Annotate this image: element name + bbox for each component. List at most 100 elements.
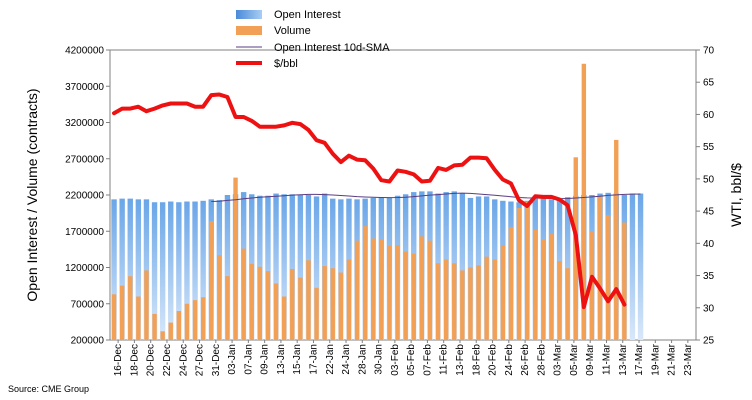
bar-volume — [443, 259, 449, 340]
bar-volume — [338, 272, 344, 340]
bar-volume — [241, 248, 246, 340]
x-tick-label: 11-Feb — [439, 344, 450, 375]
left-tick-label: 3200000 — [65, 118, 104, 129]
x-axis: 16-Dec 18-Dec 20-Dec 22-Dec 24-Dec 27-Dec 31-D… — [113, 340, 694, 376]
bar-volume — [516, 208, 522, 340]
x-tick-label: 07-Feb — [422, 344, 433, 376]
left-axis-title: Open Interest / Volume (contracts) — [24, 88, 40, 301]
bar-volume — [322, 266, 327, 340]
bar-volume — [500, 245, 506, 340]
bar-open-interest — [313, 196, 320, 340]
bar-volume — [200, 297, 206, 340]
bar-volume — [395, 245, 400, 340]
bar-volume — [524, 201, 530, 340]
bar-volume — [605, 215, 611, 340]
right-axis-title: WTI, bbl/$ — [728, 163, 744, 227]
bar-volume — [152, 313, 157, 340]
right-tick-label: 50 — [703, 174, 715, 185]
bar-volume — [371, 238, 376, 340]
x-tick-label: 27-Dec — [195, 344, 206, 376]
bar-volume — [492, 259, 497, 340]
bar-volume — [362, 226, 368, 340]
bar-volume — [306, 260, 311, 340]
bar-volume — [257, 266, 263, 340]
bar-volume — [403, 251, 408, 340]
source-note: Source: CME Group — [8, 384, 89, 394]
x-tick-label: 22-Dec — [162, 344, 173, 376]
x-tick-label: 03-Mar — [553, 343, 564, 375]
bar-open-interest — [637, 193, 644, 340]
legend-label-open-interest: Open Interest — [274, 9, 341, 21]
open-interest-bars — [111, 191, 644, 340]
x-tick-label: 11-Mar — [601, 343, 612, 375]
x-tick-label: 13-Feb — [455, 344, 466, 376]
bar-open-interest — [143, 199, 150, 340]
x-tick-label: 31-Dec — [211, 344, 222, 376]
right-tick-label: 25 — [703, 336, 715, 347]
legend-label-price: $/bbl — [274, 58, 298, 70]
x-tick-label: 17-Jan — [308, 344, 319, 375]
bar-volume — [427, 240, 433, 340]
bar-open-interest — [111, 199, 117, 340]
x-tick-label: 26-Feb — [520, 344, 531, 376]
right-tick-label: 65 — [703, 78, 715, 89]
bar-volume — [265, 271, 271, 340]
bar-volume — [298, 277, 303, 340]
x-tick-label: 16-Dec — [113, 344, 124, 376]
bar-volume — [281, 296, 287, 340]
bar-open-interest — [151, 202, 158, 340]
x-tick-label: 05-Mar — [569, 343, 580, 375]
bar-volume — [541, 239, 546, 340]
bar-open-interest — [459, 193, 466, 340]
bar-volume — [111, 294, 117, 340]
bar-volume — [557, 260, 562, 340]
bar-volume — [144, 270, 149, 340]
left-tick-label: 2200000 — [65, 191, 104, 202]
bar-volume — [217, 255, 222, 340]
x-tick-label: 15-Jan — [292, 344, 303, 375]
bar-volume — [419, 236, 425, 340]
line-series — [112, 92, 641, 310]
bar-open-interest — [281, 194, 287, 340]
bar-volume — [460, 270, 465, 340]
bar-volume — [346, 259, 352, 340]
bar-volume — [565, 268, 570, 340]
bar-open-interest — [176, 202, 182, 340]
bar-volume — [614, 139, 619, 340]
bar-volume — [549, 234, 554, 340]
left-tick-label: 2700000 — [65, 154, 104, 165]
x-tick-label: 24-Feb — [504, 344, 515, 376]
bar-open-interest — [168, 201, 174, 340]
x-tick-label: 07-Jan — [243, 344, 254, 375]
x-tick-label: 19-Mar — [650, 343, 661, 375]
x-tick-label: 13-Jan — [276, 344, 287, 375]
bar-volume — [168, 322, 173, 340]
right-tick-label: 55 — [703, 142, 715, 153]
bar-volume — [484, 256, 489, 340]
bar-volume — [136, 296, 141, 340]
x-tick-label: 09-Jan — [260, 344, 271, 375]
line-wti-price — [112, 92, 627, 310]
bar-open-interest — [265, 195, 271, 340]
right-tick-label: 60 — [703, 110, 715, 121]
left-tick-label: 3700000 — [65, 82, 104, 93]
bar-volume — [273, 283, 279, 340]
left-tick-label: 4200000 — [65, 46, 104, 57]
x-tick-label: 05-Feb — [406, 344, 417, 376]
bar-volume — [225, 276, 230, 340]
x-tick-label: 30-Jan — [374, 344, 385, 375]
left-tick-label: 1700000 — [65, 227, 104, 238]
bar-volume — [387, 245, 392, 340]
right-tick-label: 45 — [703, 207, 715, 218]
bar-volume — [354, 240, 360, 340]
x-tick-label: 13-Mar — [618, 343, 629, 375]
bar-volume — [128, 276, 133, 340]
bar-open-interest — [184, 201, 190, 340]
line-open-interest-sma — [211, 192, 641, 202]
bar-volume — [452, 263, 457, 340]
bar-open-interest — [200, 200, 206, 340]
legend-swatch-volume — [236, 26, 262, 35]
bar-open-interest — [119, 198, 125, 340]
bar-volume — [192, 300, 198, 340]
